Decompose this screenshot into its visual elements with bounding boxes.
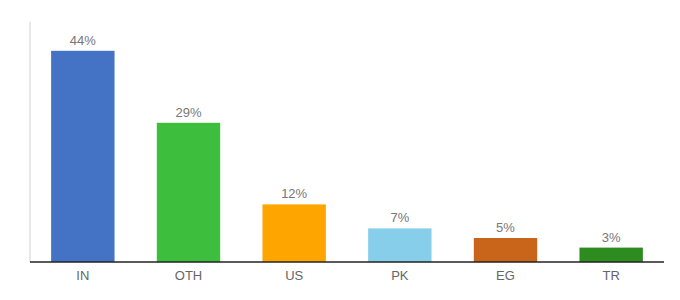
data-label: 12% — [281, 186, 307, 201]
x-tick-label: OTH — [175, 268, 202, 283]
data-label: 7% — [390, 210, 409, 225]
data-label: 3% — [602, 230, 621, 245]
bar — [262, 204, 325, 262]
bar — [157, 123, 220, 262]
x-tick-label: IN — [76, 268, 89, 283]
x-tick-label: US — [285, 268, 303, 283]
bars — [51, 51, 643, 262]
x-tick-label: PK — [391, 268, 409, 283]
data-label: 29% — [175, 105, 201, 120]
bar — [51, 51, 114, 262]
chart: IN OTH US PK EG TR 44% 29% 12% 7% 5% 3% — [0, 0, 680, 300]
bar — [474, 238, 537, 262]
bar — [579, 248, 642, 262]
x-axis-line — [30, 261, 664, 263]
bar — [368, 228, 431, 262]
data-label: 44% — [70, 33, 96, 48]
chart-container: IN OTH US PK EG TR 44% 29% 12% 7% 5% 3% — [0, 0, 680, 300]
x-tick-label: TR — [602, 268, 619, 283]
y-axis-line — [30, 22, 31, 262]
x-tick-label: EG — [496, 268, 515, 283]
data-label: 5% — [496, 220, 515, 235]
